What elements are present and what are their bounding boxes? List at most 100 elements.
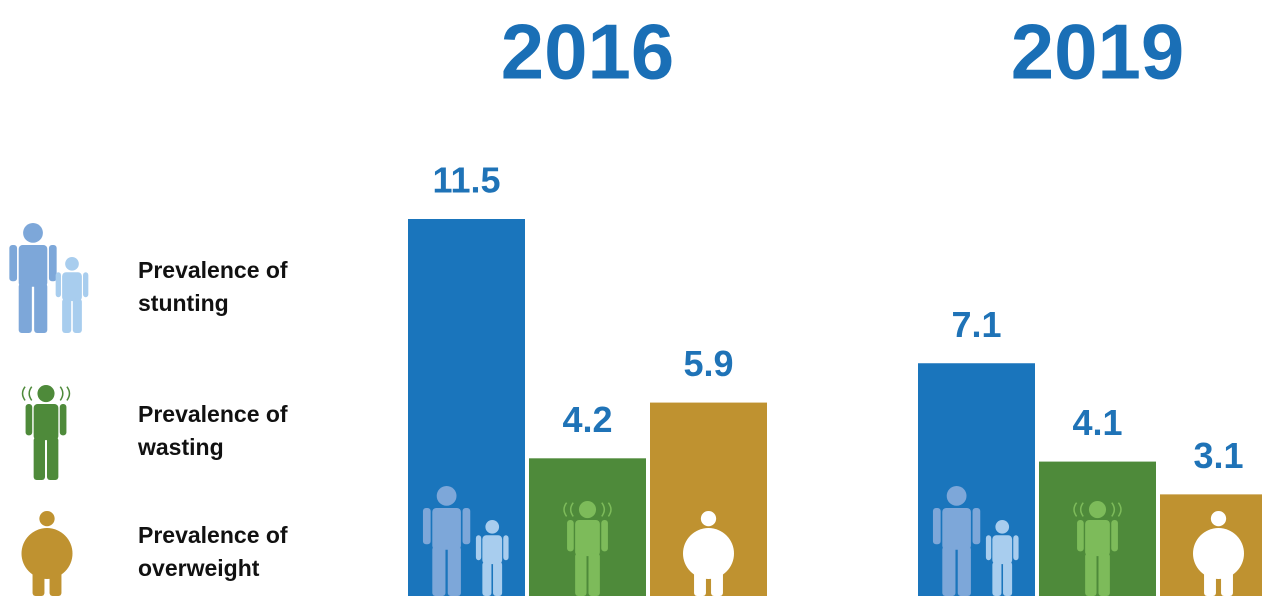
icon-head	[37, 385, 55, 403]
icon-leg	[1204, 562, 1216, 596]
icon-leg	[1085, 553, 1097, 596]
icon-arm	[503, 535, 509, 561]
icon-arm	[59, 404, 67, 436]
icon-wave	[1073, 502, 1078, 517]
icon-body	[683, 528, 734, 579]
icon-body	[33, 404, 59, 441]
icon-body	[62, 272, 82, 302]
icon-arm	[9, 245, 18, 282]
icon-wave	[21, 386, 26, 401]
icon-leg	[694, 562, 706, 596]
icon-arm	[25, 404, 33, 436]
icon-leg	[34, 283, 48, 333]
icon-wave	[1117, 502, 1122, 517]
icon-leg	[18, 283, 32, 333]
icon	[21, 385, 71, 480]
icon-arm	[48, 245, 57, 282]
icon-wave	[1079, 502, 1084, 517]
icon-leg	[1221, 562, 1233, 596]
icon-leg	[432, 546, 446, 596]
icon-body	[992, 535, 1013, 565]
icon-leg	[447, 546, 461, 596]
icon-body	[482, 535, 503, 565]
icon-arm	[567, 520, 574, 552]
icon-head	[39, 511, 55, 527]
icon-arm	[55, 272, 61, 298]
icon-wave	[607, 502, 612, 517]
icon-wave	[569, 502, 574, 517]
icon-leg	[588, 553, 600, 596]
icon-arm	[1111, 520, 1118, 552]
icon-leg	[46, 437, 59, 480]
icon-arm	[422, 508, 431, 545]
icon-head	[485, 520, 500, 534]
icon	[422, 486, 471, 596]
value-label: 11.5	[432, 160, 500, 201]
icon-head	[578, 501, 597, 519]
icon	[21, 511, 73, 596]
icon-arm	[985, 535, 992, 561]
icon-body	[1085, 520, 1110, 557]
icon-leg	[62, 298, 72, 333]
value-label: 4.1	[1072, 402, 1122, 443]
icon-body	[432, 508, 461, 550]
icon-arm	[1077, 520, 1084, 552]
icon-wave	[28, 386, 33, 401]
icon-arm	[932, 508, 941, 545]
icon-arm	[972, 508, 981, 545]
icon-arm	[601, 520, 608, 552]
icon-body	[18, 245, 48, 287]
icon-wave	[563, 502, 568, 517]
icon-leg	[957, 546, 971, 596]
icon-leg	[575, 553, 587, 596]
value-label: 3.1	[1193, 435, 1243, 476]
icon	[932, 486, 981, 596]
icon-leg	[1098, 553, 1110, 596]
icon-head	[65, 257, 79, 271]
icon	[55, 257, 89, 333]
icon	[683, 511, 734, 596]
icon-head	[1088, 501, 1107, 519]
legend-label: Prevalence of overweight	[138, 522, 288, 581]
icon	[563, 501, 612, 596]
icon-arm	[83, 272, 89, 298]
icon-head	[436, 486, 457, 506]
icon-leg	[711, 562, 723, 596]
icon-leg	[33, 437, 46, 480]
icon-wave	[66, 386, 71, 401]
icon-head	[23, 223, 43, 243]
bar	[918, 363, 1035, 596]
icon-wave	[601, 502, 606, 517]
value-label: 5.9	[683, 343, 733, 384]
icon-leg	[942, 546, 956, 596]
icon-leg	[1003, 561, 1013, 596]
icon	[9, 223, 57, 333]
icon-leg	[482, 561, 492, 596]
icon-wave	[1111, 502, 1116, 517]
icon	[1193, 511, 1244, 596]
icon-body	[942, 508, 971, 550]
icon	[985, 520, 1019, 596]
value-label: 4.2	[562, 399, 612, 440]
icon-body	[575, 520, 600, 557]
icon-body	[1193, 528, 1244, 579]
icon-leg	[992, 561, 1002, 596]
icon-arm	[475, 535, 482, 561]
legend-label: Prevalence of wasting	[138, 401, 288, 460]
icon-leg	[493, 561, 503, 596]
icon-head	[995, 520, 1010, 534]
icon-wave	[59, 386, 64, 401]
icon	[1073, 501, 1122, 596]
icon-leg	[72, 298, 82, 333]
legend-label: Prevalence of stunting	[138, 257, 288, 316]
value-label: 7.1	[951, 304, 1001, 345]
icon-head	[946, 486, 967, 506]
icon-head	[700, 511, 717, 527]
icon-leg	[49, 562, 62, 596]
icon-head	[1210, 511, 1227, 527]
icon	[475, 520, 509, 596]
year-label: 2019	[1011, 8, 1185, 96]
icon-leg	[32, 562, 45, 596]
